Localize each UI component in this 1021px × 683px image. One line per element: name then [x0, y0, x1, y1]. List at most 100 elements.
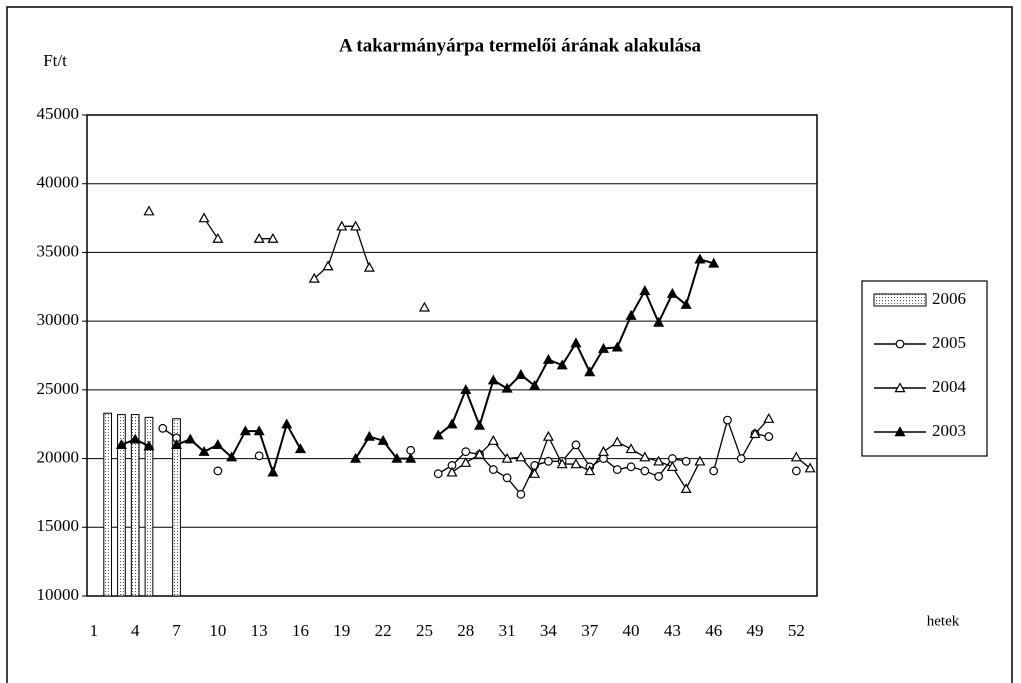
bar: [103, 412, 113, 597]
x-tick-label: 46: [705, 621, 722, 640]
bar: [130, 414, 140, 597]
marker: [515, 451, 527, 462]
marker: [625, 309, 637, 320]
marker: [336, 220, 348, 231]
marker: [487, 374, 499, 385]
y-tick-label: 25000: [37, 379, 80, 398]
marker: [639, 451, 651, 462]
y-tick-label: 10000: [37, 585, 80, 604]
marker: [488, 465, 498, 474]
marker: [308, 272, 320, 283]
y-tick-label: 45000: [37, 104, 80, 123]
marker: [487, 434, 499, 445]
marker: [143, 440, 155, 451]
plot-area: [86, 114, 818, 597]
bar: [117, 414, 126, 597]
marker: [653, 316, 665, 327]
x-tick-label: 31: [499, 621, 516, 640]
x-tick-label: 16: [292, 621, 309, 640]
marker: [694, 253, 706, 264]
marker: [612, 465, 622, 474]
marker: [253, 232, 265, 243]
legend-label: 2003: [932, 421, 966, 440]
marker: [377, 434, 389, 445]
marker: [516, 489, 526, 499]
marker: [625, 443, 637, 454]
x-tick-label: 25: [416, 621, 433, 640]
marker: [253, 425, 265, 436]
x-tick-label: 10: [209, 621, 226, 640]
marker: [790, 451, 802, 462]
x-tick-label: 22: [375, 621, 392, 640]
marker: [584, 366, 596, 377]
marker: [709, 466, 719, 476]
x-tick-label: 28: [457, 621, 474, 640]
marker: [694, 455, 706, 466]
y-tick-label: 30000: [37, 310, 80, 329]
marker: [626, 462, 636, 472]
marker: [611, 436, 623, 447]
x-tick-label: 37: [581, 621, 599, 640]
marker: [213, 466, 223, 476]
marker: [212, 232, 224, 243]
marker: [894, 426, 906, 437]
marker: [666, 461, 678, 472]
marker: [708, 257, 720, 268]
marker: [115, 439, 127, 450]
x-tick-label: 40: [623, 621, 640, 640]
marker: [363, 261, 375, 272]
marker: [198, 212, 210, 223]
marker: [129, 433, 141, 444]
marker: [184, 433, 196, 444]
marker: [723, 415, 732, 425]
y-tick-label: 15000: [37, 516, 80, 535]
x-tick-label: 13: [251, 621, 268, 640]
x-tick-label: 34: [540, 621, 558, 640]
line: [121, 258, 714, 476]
marker: [418, 301, 430, 312]
marker: [501, 452, 513, 463]
marker: [267, 466, 279, 477]
marker: [501, 382, 513, 393]
x-axis-label: hetek: [927, 613, 960, 629]
marker: [363, 430, 375, 441]
marker: [294, 443, 307, 454]
marker: [529, 379, 541, 390]
marker: [542, 353, 554, 364]
marker: [446, 466, 458, 477]
x-tick-label: 52: [788, 621, 805, 640]
x-tick-label: 43: [664, 621, 681, 640]
marker: [597, 342, 610, 353]
marker: [350, 220, 362, 231]
marker: [281, 418, 293, 429]
marker: [405, 452, 417, 463]
marker: [542, 430, 554, 441]
legend-swatch: [873, 293, 927, 307]
marker: [570, 458, 582, 469]
x-tick-label: 4: [131, 621, 140, 640]
legend-label: 2004: [932, 377, 967, 396]
marker: [474, 419, 486, 430]
bar: [144, 416, 154, 597]
marker: [198, 445, 210, 456]
x-tick-label: 49: [747, 621, 764, 640]
marker: [640, 466, 650, 476]
frame: [6, 6, 1013, 683]
x-tick-label: 1: [90, 621, 99, 640]
marker: [212, 439, 224, 450]
y-tick-label: 35000: [37, 241, 80, 260]
x-tick-label: 19: [333, 621, 350, 640]
marker: [391, 452, 403, 463]
marker: [502, 473, 512, 483]
marker: [460, 456, 472, 467]
marker: [446, 418, 458, 429]
marker: [529, 467, 541, 478]
marker: [556, 359, 568, 370]
x-tick-label: 7: [172, 621, 181, 640]
marker: [764, 432, 774, 441]
marker: [226, 451, 238, 462]
marker: [461, 447, 471, 457]
y-tick-label: 40000: [37, 173, 80, 192]
marker: [474, 448, 486, 459]
